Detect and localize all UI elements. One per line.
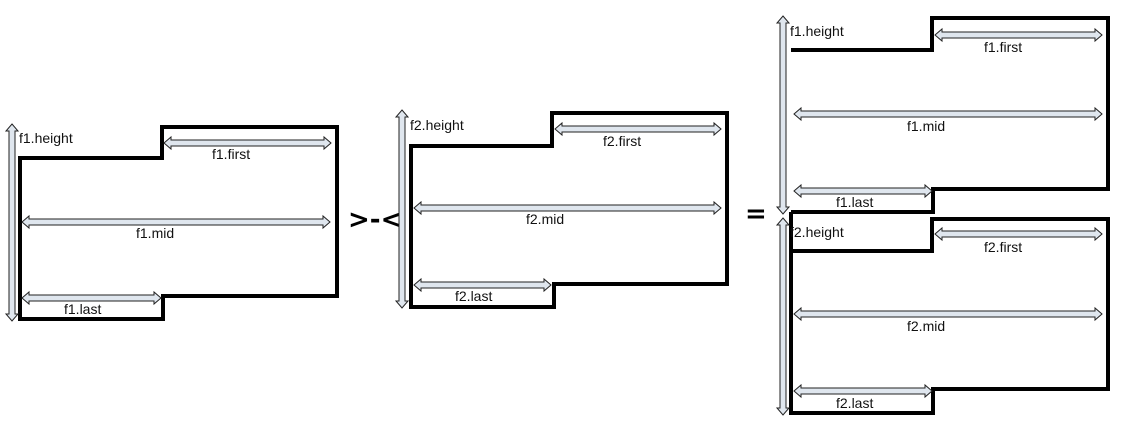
first-label: f2.first	[984, 239, 1022, 255]
frame-f2-outline	[789, 212, 1110, 415]
height-arrow	[775, 217, 791, 416]
mid-arrow	[21, 214, 331, 230]
first-arrow	[163, 135, 332, 151]
height-label: f2.height	[790, 224, 844, 240]
height-arrow	[394, 109, 410, 309]
last-arrow	[413, 277, 552, 293]
last-label: f1.last	[836, 194, 873, 210]
last-label: f2.last	[455, 288, 492, 304]
frame-f1-outline	[791, 16, 1110, 214]
first-arrow	[554, 121, 722, 137]
frame-f1-left: f1.height f1.first f1.mid f1.last	[4, 123, 339, 322]
mid-arrow	[793, 106, 1103, 122]
height-label: f1.height	[790, 23, 844, 39]
equals-sign: =	[745, 199, 767, 229]
last-label: f1.last	[64, 301, 101, 317]
mid-label: f1.mid	[907, 118, 945, 134]
first-label: f1.first	[212, 146, 250, 162]
mid-arrow	[793, 306, 1103, 322]
combine-operator: >-<	[348, 205, 402, 235]
first-label: f2.first	[603, 133, 641, 149]
last-arrow	[793, 183, 933, 199]
height-label: f1.height	[19, 130, 73, 146]
first-arrow	[934, 226, 1103, 242]
last-arrow	[793, 383, 933, 399]
frame-f1-result: f1.height f1.first f1.mid f1.last	[775, 15, 1110, 215]
mid-label: f2.mid	[907, 318, 945, 334]
mid-label: f1.mid	[136, 225, 174, 241]
first-arrow	[934, 27, 1103, 43]
last-label: f2.last	[836, 395, 873, 411]
height-label: f2.height	[410, 117, 464, 133]
mid-arrow	[413, 200, 722, 216]
first-label: f1.first	[984, 39, 1022, 55]
frame-f2-middle: f2.height f2.first f2.mid f2.last	[394, 109, 729, 309]
mid-label: f2.mid	[526, 211, 564, 227]
height-arrow	[4, 123, 20, 322]
frame-f1-outline	[18, 125, 339, 321]
height-arrow	[775, 15, 791, 215]
frame-f2-result: f2.height f2.first f2.mid f2.last	[775, 212, 1110, 416]
last-arrow	[21, 290, 162, 306]
frame-f2-outline	[409, 111, 729, 309]
